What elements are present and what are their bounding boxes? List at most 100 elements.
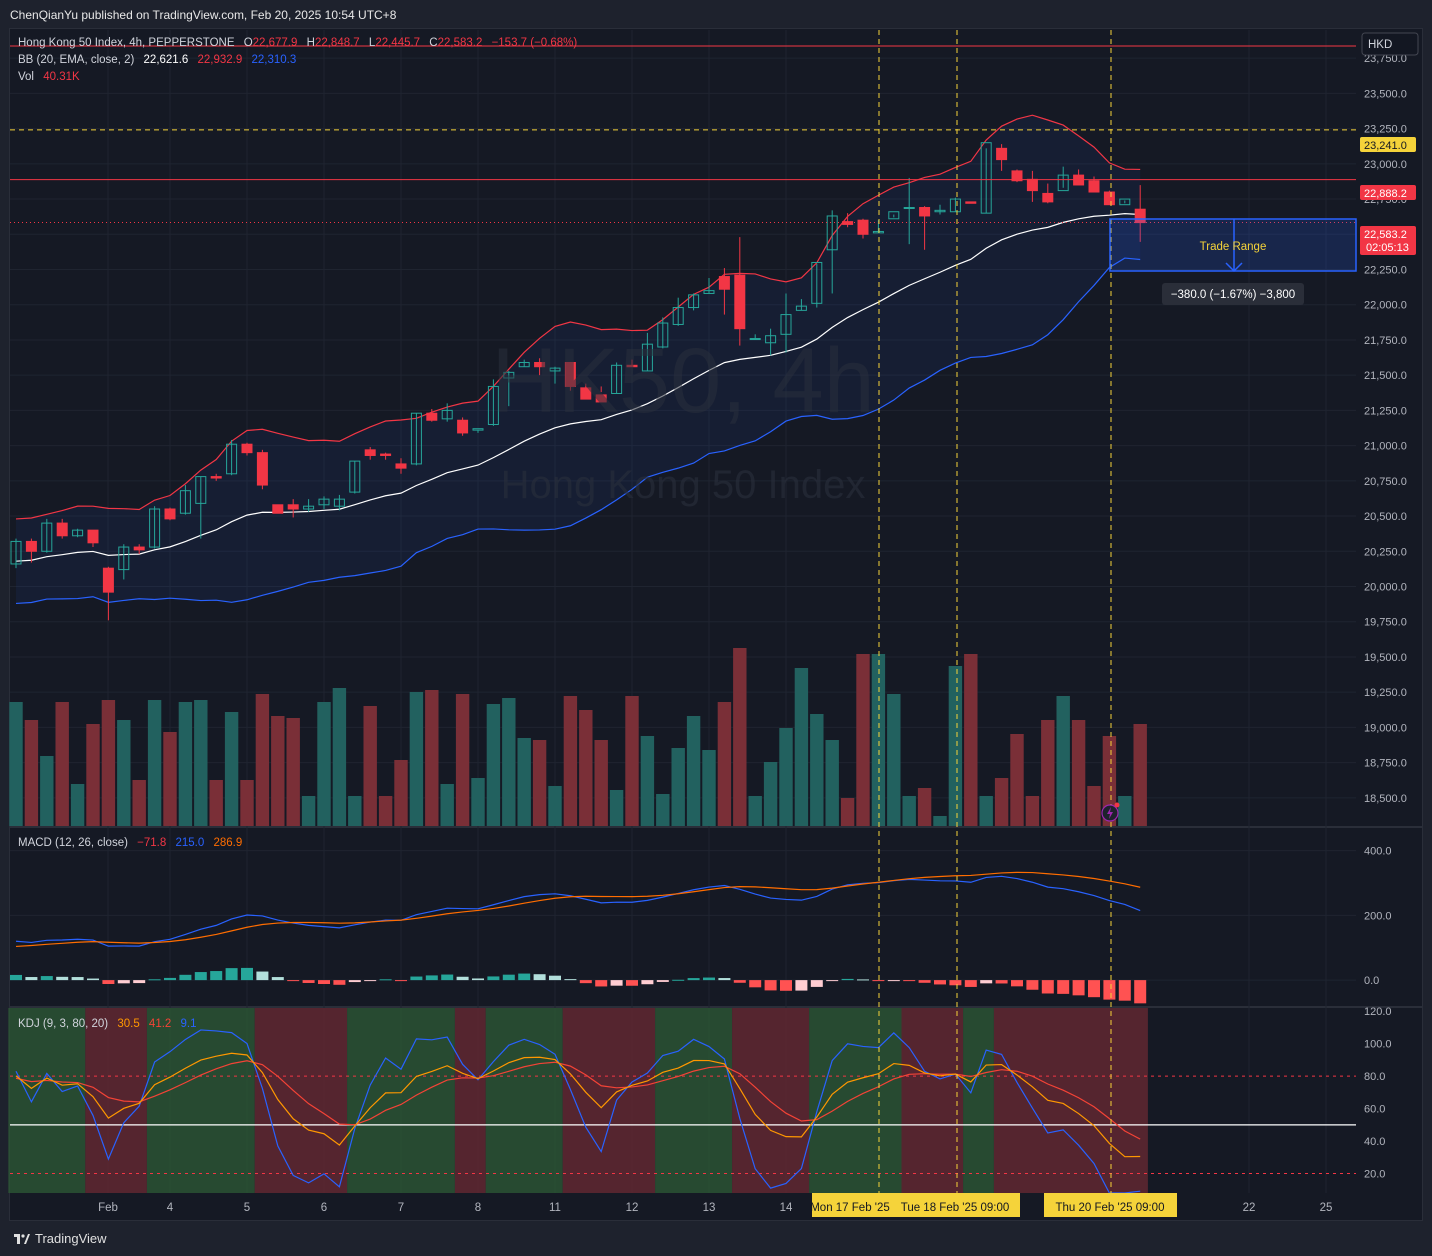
macd-histogram-bar	[348, 980, 361, 983]
macd-histogram-bar	[872, 980, 885, 982]
trade-range-box[interactable]	[1109, 218, 1357, 272]
candle	[965, 201, 977, 204]
volume-bar	[517, 738, 531, 826]
candle	[441, 403, 453, 422]
volume-bar	[902, 796, 916, 826]
candle	[41, 518, 53, 553]
legend-title: Hong Kong 50 Index, 4h, PEPPERSTONE	[18, 37, 235, 49]
currency-badge[interactable]: HKD	[1368, 39, 1392, 51]
candle	[749, 334, 761, 341]
candle-body	[210, 476, 222, 479]
candle	[303, 499, 315, 512]
publish-bar: ChenQianYu published on TradingView.com,…	[0, 0, 1432, 28]
volume-bar	[363, 706, 377, 826]
macd-histogram-bar	[672, 979, 685, 981]
volume-bar	[640, 736, 655, 826]
volume-bar	[671, 748, 685, 826]
volume-bar	[625, 696, 639, 826]
candle-body	[611, 364, 623, 394]
volume-bar	[1041, 720, 1055, 826]
overlays[interactable]	[10, 30, 1356, 1193]
candle	[349, 460, 361, 494]
kdj-zone	[901, 1008, 964, 1193]
candle-body	[303, 505, 315, 510]
candle	[10, 538, 22, 569]
candle-body	[842, 221, 854, 225]
candle-body	[179, 490, 191, 514]
macd-histogram-bar	[857, 979, 869, 981]
candle-body	[996, 147, 1008, 161]
kdj-zone	[85, 1008, 147, 1193]
candle	[487, 379, 499, 426]
volume-bar	[86, 724, 100, 826]
volume-bars	[9, 648, 1147, 826]
candle-body	[888, 211, 900, 220]
time-highlight-label: Tue 18 Feb '25 09:00	[901, 1202, 1010, 1214]
candle	[672, 297, 684, 326]
macd-histogram-bar	[1134, 980, 1147, 1004]
macd-histogram-bar	[887, 980, 900, 982]
macd-histogram-bar	[1088, 980, 1100, 998]
candle-body	[826, 215, 838, 251]
macd-histogram-bar	[595, 980, 608, 987]
time-highlight-bg	[812, 1193, 893, 1217]
candle	[503, 370, 515, 407]
bb-basis: 22,621.6	[144, 54, 189, 66]
legend-bb: BB (20, EMA, close, 2) 22,621.6 22,932.9…	[18, 54, 296, 66]
macd-histogram-bar	[210, 971, 223, 981]
macd-histogram-bar	[918, 980, 931, 983]
volume-bar	[271, 716, 285, 826]
currency-badge-bg[interactable]	[1361, 32, 1419, 56]
time-tick-label: 4	[167, 1202, 174, 1214]
price-tick-label: 18,500.0	[1364, 793, 1407, 805]
volume-bar	[948, 666, 963, 826]
candle	[133, 544, 145, 555]
candle-body	[934, 209, 946, 213]
price-tick-label: 18,750.0	[1364, 758, 1407, 770]
time-tick-label: 22	[1243, 1202, 1256, 1214]
candle	[256, 449, 268, 490]
candles[interactable]	[10, 142, 1146, 621]
macd-histogram-bar	[225, 968, 238, 981]
macd-histogram-bar	[87, 978, 99, 981]
macd-histogram-bar	[826, 980, 839, 982]
kdj-j-value: 9.1	[181, 1018, 197, 1030]
macd-line	[15, 875, 1141, 947]
volume-bar	[301, 796, 316, 826]
candle	[333, 494, 345, 511]
candle-body	[734, 274, 746, 330]
macd-histogram-bar	[549, 975, 561, 981]
time-highlight-label: Thu 20 Feb '25 09:00	[1056, 1202, 1165, 1214]
candle	[241, 442, 253, 456]
candle	[1042, 183, 1054, 204]
candle-body	[241, 443, 253, 454]
macd-histogram-bar	[949, 980, 962, 986]
volume-bar	[887, 694, 901, 826]
candle-body	[164, 508, 176, 520]
legend-l: 22,445.7	[375, 37, 420, 49]
macd-histogram-bar	[687, 978, 700, 981]
kdj-tick-label: 20.0	[1364, 1169, 1385, 1181]
volume-bar	[378, 796, 393, 826]
candle	[518, 359, 530, 368]
volume-bar	[40, 756, 54, 826]
time-tick-label: 8	[475, 1202, 481, 1214]
price-tick-label: 23,250.0	[1364, 124, 1407, 136]
volume-bar	[810, 714, 824, 826]
candle-body	[1134, 208, 1146, 224]
kdj-zone	[146, 1008, 255, 1193]
volume-bar	[794, 668, 809, 826]
volume-bar	[856, 654, 870, 826]
macd-histogram-bar	[179, 974, 192, 981]
volume-bar	[209, 780, 223, 826]
kdj-zone	[655, 1008, 733, 1193]
time-highlight-label: Mon 17 Feb '25	[810, 1202, 890, 1214]
tradingview-brand[interactable]: TradingView	[14, 1231, 107, 1246]
kdj-zones	[8, 1008, 1148, 1193]
macd-pane	[10, 871, 1147, 1004]
chart-svg[interactable]: 23,750.023,500.023,250.023,000.022,750.0…	[0, 0, 1432, 1222]
price-label-last-bg	[1360, 226, 1416, 255]
volume-bar	[825, 740, 839, 826]
vol-label: Vol	[18, 71, 34, 83]
price-label-last: 22,583.2	[1364, 229, 1407, 241]
